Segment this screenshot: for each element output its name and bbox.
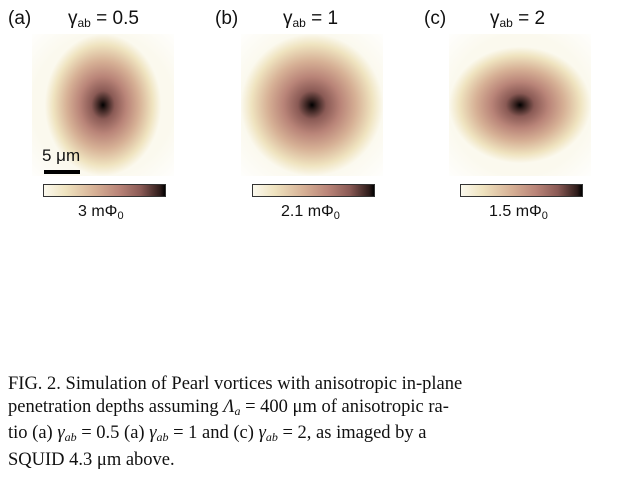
gamma-subscript: ab: [64, 430, 77, 444]
gamma-symbol: γab: [57, 423, 77, 444]
gamma-symbol: γ: [68, 8, 78, 29]
colorbar-subscript: 0: [117, 210, 124, 222]
scalebar-line: [44, 170, 80, 174]
caption-text: penetration depths assuming: [8, 396, 224, 417]
colorbar-value: 1.5 mΦ: [489, 203, 542, 220]
panel-a-colorbar-label: 3 mΦ0: [78, 203, 124, 222]
caption-line-2: penetration depths assuming Λa = 400 μm …: [8, 396, 610, 423]
caption-text: = 1 and (c): [168, 423, 259, 443]
gamma-value: = 0.5: [90, 8, 139, 29]
panel-b-letter: (b): [215, 8, 239, 29]
lambda-char: Λ: [223, 396, 235, 417]
gamma-subscript: ab: [292, 16, 306, 30]
lambda-subscript: a: [234, 403, 241, 418]
gamma-value: = 1: [305, 8, 339, 29]
panel-c-colorbar-label: 1.5 mΦ0: [489, 203, 548, 222]
colorbar-value: 3 mΦ: [78, 203, 118, 220]
gamma-value: = 2: [512, 8, 546, 29]
gamma-subscript: ab: [265, 430, 278, 444]
panel-a-gamma-label: γab = 0.5: [68, 8, 139, 30]
gamma-char: γ: [57, 423, 65, 443]
panel-c-letter: (c): [424, 8, 447, 29]
panel-c-vortex-image: [449, 34, 591, 176]
lambda-symbol: Λa: [223, 396, 241, 418]
caption-text: = 400 μm of anisotropic ra-: [240, 396, 449, 417]
caption-text: = 2, as imaged by a: [277, 423, 427, 443]
panel-a-vortex-image: [32, 34, 174, 176]
gamma-char: γ: [149, 423, 157, 443]
gamma-subscript: ab: [499, 16, 513, 30]
panel-b-colorbar-label: 2.1 mΦ0: [281, 203, 340, 222]
scalebar-label: 5 μm: [42, 146, 81, 165]
caption-line-3: tio (a) γab = 0.5 (a) γab = 1 and (c) γa…: [8, 422, 610, 449]
colorbar-subscript: 0: [333, 210, 340, 222]
caption-text: = 0.5 (a): [76, 423, 150, 443]
panel-b-colorbar: [252, 184, 375, 197]
gamma-char: γ: [258, 423, 266, 443]
gamma-symbol: γab: [258, 423, 278, 444]
caption-line-4: SQUID 4.3 μm above.: [8, 449, 175, 470]
caption-line-1: FIG. 2. Simulation of Pearl vortices wit…: [8, 374, 463, 394]
gamma-subscript: ab: [156, 430, 169, 444]
panel-a-letter: (a): [8, 8, 32, 29]
gamma-symbol: γ: [283, 8, 293, 29]
panel-b-gamma-label: γab = 1: [283, 8, 338, 30]
panel-b-vortex-image: [241, 34, 383, 176]
gamma-symbol: γab: [149, 423, 169, 444]
gamma-subscript: ab: [77, 16, 91, 30]
colorbar-value: 2.1 mΦ: [281, 203, 334, 220]
panel-c-gamma-label: γab = 2: [490, 8, 545, 30]
gamma-symbol: γ: [490, 8, 500, 29]
panel-a-colorbar: [43, 184, 166, 197]
caption-text: tio (a): [8, 423, 58, 443]
panel-c-colorbar: [460, 184, 583, 197]
colorbar-subscript: 0: [541, 210, 548, 222]
figure-caption: FIG. 2. Simulation of Pearl vortices wit…: [8, 373, 610, 471]
